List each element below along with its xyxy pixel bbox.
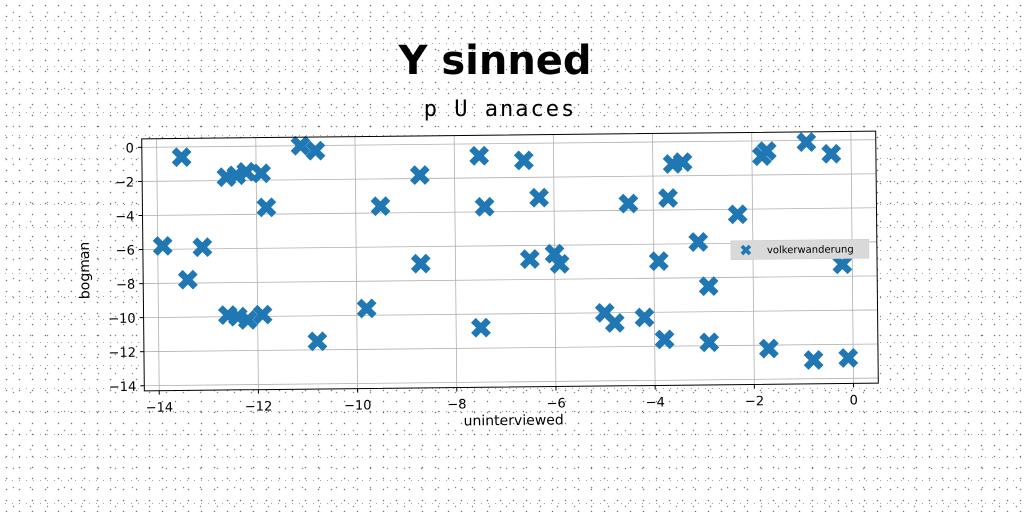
data-point <box>803 350 824 370</box>
y-tick-label: −8 <box>116 278 135 293</box>
data-point <box>519 249 540 270</box>
x-tick-label: −12 <box>245 399 273 414</box>
data-point <box>699 332 720 353</box>
data-point <box>177 269 198 290</box>
data-point <box>513 150 534 171</box>
legend: volkerwanderung <box>730 238 870 260</box>
data-point <box>410 253 431 274</box>
data-point <box>672 152 693 173</box>
data-point <box>648 251 669 272</box>
data-point <box>758 338 779 359</box>
data-point <box>821 143 842 164</box>
x-tick-label: −8 <box>447 397 466 412</box>
y-grid-line <box>144 377 879 387</box>
y-tick-label: −12 <box>108 346 136 361</box>
data-point <box>544 243 565 264</box>
data-point <box>832 254 853 275</box>
data-point <box>838 347 859 368</box>
legend-marker-glyph <box>740 244 752 256</box>
legend-label: volkerwanderung <box>767 244 854 256</box>
y-grid-line <box>143 343 878 353</box>
y-grid-line <box>141 139 876 148</box>
data-point <box>469 145 490 166</box>
data-point <box>698 276 719 297</box>
chart-title: Y sinned <box>397 38 591 84</box>
y-tick-label: −6 <box>116 244 135 259</box>
plot-frame <box>141 130 879 392</box>
data-point <box>529 187 550 208</box>
y-axis-label: bogman <box>77 242 94 300</box>
data-point <box>356 298 377 319</box>
data-point <box>236 161 257 182</box>
y-axis-ticks: 0 −2 −4 −6 −8 −10 −12 −14 <box>108 141 145 395</box>
data-point <box>474 196 495 217</box>
x-axis-label: uninterviewed <box>464 412 564 429</box>
x-grid-line <box>156 138 160 391</box>
y-grid-line <box>143 275 878 284</box>
legend-box <box>730 238 870 260</box>
data-point <box>305 140 326 161</box>
plot-background <box>141 131 879 391</box>
x-tick-label: −4 <box>646 395 665 410</box>
x-axis-ticks: −14 −12 −10 −8 −6 −4 −2 0 <box>146 383 858 416</box>
x-tick-label: 0 <box>849 393 857 408</box>
data-point <box>370 196 391 217</box>
y-tick-label: −4 <box>115 210 134 225</box>
x-grid-line <box>453 135 458 388</box>
y-tick-label: 0 <box>125 141 133 156</box>
data-point <box>237 309 258 330</box>
legend-marker <box>740 244 752 256</box>
data-point <box>251 163 272 184</box>
y-tick-label: −10 <box>108 312 136 327</box>
data-point <box>688 232 709 252</box>
data-point <box>256 197 277 218</box>
x-tick-label: −6 <box>546 396 565 411</box>
x-tick-label: −2 <box>745 394 764 409</box>
data-point <box>618 193 639 214</box>
data-point <box>727 204 748 225</box>
data-point <box>654 329 675 350</box>
data-point <box>604 312 625 333</box>
data-point <box>252 304 273 325</box>
x-tick-label: −10 <box>344 398 372 413</box>
data-point <box>756 141 777 161</box>
data-point <box>152 235 173 256</box>
data-point <box>290 135 311 156</box>
data-point <box>634 307 655 328</box>
x-tick-label: −14 <box>146 401 174 416</box>
data-point <box>307 331 328 352</box>
plot-area: −14 −12 −10 −8 −6 −4 −2 0 0 −2 −4 −6 −8 −10 −12 −14 vo… <box>77 130 879 429</box>
y-grid-line <box>142 207 877 216</box>
x-grid-line <box>354 136 358 389</box>
data-point <box>549 253 570 274</box>
chart-subtitle: p U anaces <box>424 97 576 122</box>
y-tick-label: −2 <box>115 175 134 190</box>
data-point <box>471 317 491 338</box>
data-point <box>171 147 192 168</box>
data-points <box>152 132 859 370</box>
y-tick-label: −14 <box>109 380 137 395</box>
data-point <box>192 237 213 258</box>
data-point <box>796 132 817 153</box>
data-point <box>409 165 430 186</box>
data-point <box>658 188 679 208</box>
